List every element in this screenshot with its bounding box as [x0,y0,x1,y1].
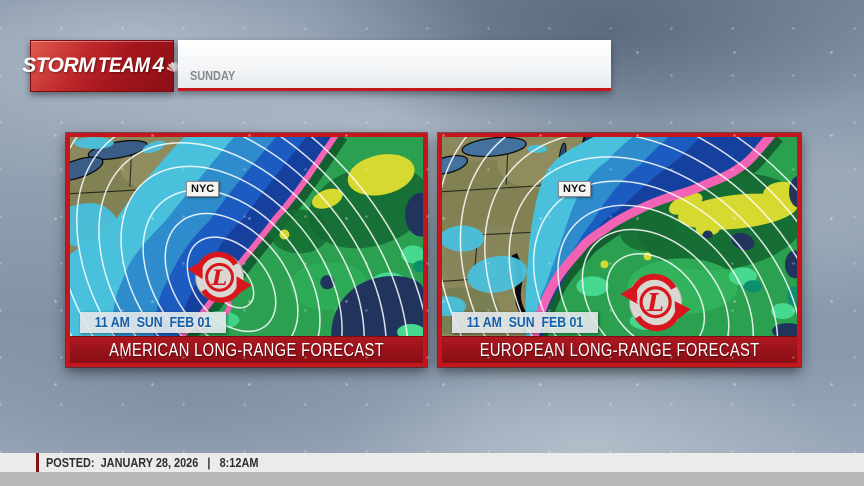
american-model-map-graphic: L [70,137,423,336]
isobars [442,137,797,336]
forecast-panel-american: L NYC 11 AM SUN FEB 01 AMERICAN LONG-RAN… [66,133,427,367]
posted-strip: POSTED: JANUARY 28, 2026 | 8:12AM [0,453,864,472]
svg-text:L: L [646,288,664,317]
page-subtitle: SUNDAY [190,68,236,83]
posted-accent-tick [36,453,39,472]
european-forecast-map: L NYC 11 AM SUN FEB 01 [442,137,797,336]
low-pressure-icon: L [187,251,252,303]
svg-text:L: L [211,265,227,291]
american-forecast-map: L NYC 11 AM SUN FEB 01 [70,137,423,336]
page-title: LONG RANGE MODEL COMPARISON [190,43,611,69]
header-bar: LONG RANGE MODEL COMPARISON SUNDAY [178,40,611,91]
bottom-gray-bar [0,472,864,486]
panel-caption-american: AMERICAN LONG-RANGE FORECAST [70,336,423,363]
stormteam4-logo: STORM TEAM 4 [22,40,182,92]
low-pressure-icon: L [620,273,691,332]
european-model-map-graphic: L [442,137,797,336]
city-label-nyc: NYC [186,181,220,197]
rain-detail [199,154,423,336]
wintry-mix-line [529,137,776,336]
timestamp-badge: 11 AM SUN FEB 01 [80,312,226,333]
forecast-panel-european: L NYC 11 AM SUN FEB 01 EUROPEAN LONG-RAN… [438,133,801,367]
panel-caption-european: EUROPEAN LONG-RANGE FORECAST [442,336,797,363]
sleet-ice-patch [347,154,415,196]
posted-text: POSTED: JANUARY 28, 2026 | 8:12AM [46,455,259,470]
stormteam4-wordmark: STORM TEAM 4 [22,54,182,78]
city-label-nyc: NYC [558,181,592,197]
logo-storm-text: STORM [22,54,96,77]
logo-team-text: TEAM [98,54,150,77]
timestamp-badge: 11 AM SUN FEB 01 [452,312,598,333]
logo-number-text: 4 [152,54,165,77]
